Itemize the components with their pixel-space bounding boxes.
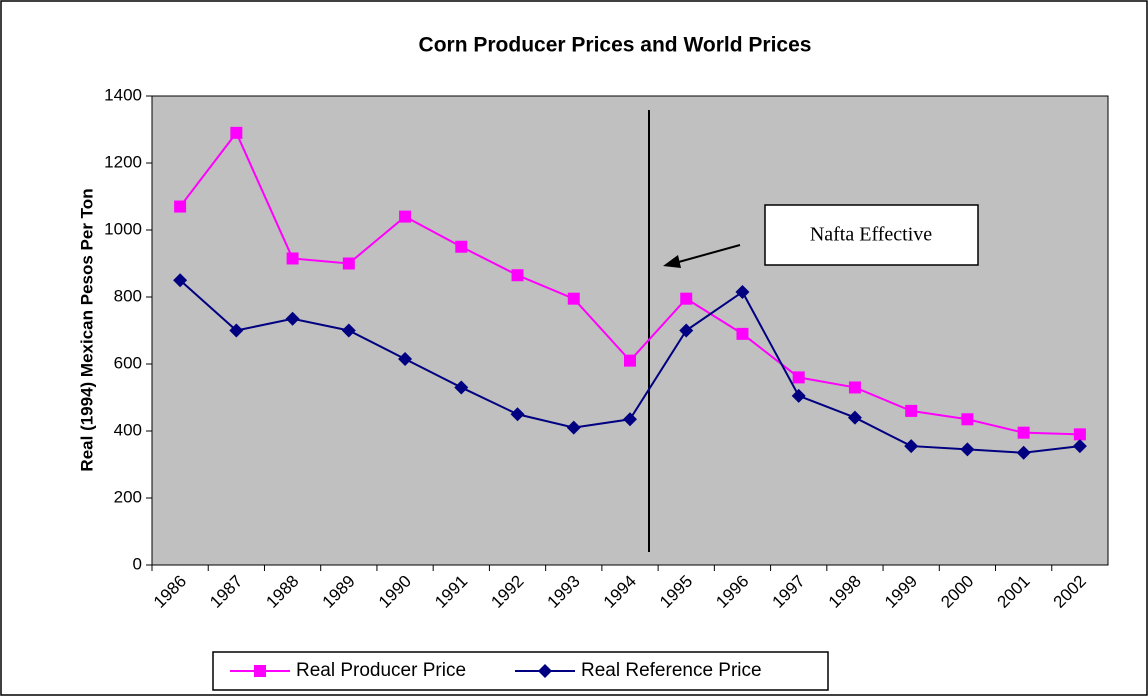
marker	[174, 200, 187, 213]
legend-label: Real Producer Price	[296, 660, 466, 681]
marker	[229, 323, 244, 338]
marker	[511, 269, 524, 282]
marker	[341, 323, 356, 338]
plot-area	[151, 95, 1109, 566]
y-tick-label: 0	[133, 554, 142, 573]
plot-background	[151, 95, 1109, 566]
marker	[286, 252, 299, 265]
marker	[567, 292, 580, 305]
marker	[679, 323, 694, 338]
marker	[624, 354, 636, 367]
annotation-arrow	[674, 244, 741, 264]
y-tick-label: 1000	[104, 219, 142, 238]
marker	[905, 404, 918, 417]
marker	[791, 388, 806, 403]
annotation-box	[764, 204, 979, 266]
marker	[455, 240, 468, 253]
annotation-text: Nafta Effective	[810, 224, 932, 246]
marker	[736, 327, 749, 340]
marker	[623, 412, 637, 427]
marker	[848, 381, 861, 394]
marker	[847, 410, 862, 425]
marker	[680, 292, 693, 305]
arrow-head	[663, 255, 681, 268]
legend-label: Real Reference Price	[581, 660, 762, 681]
marker	[735, 284, 750, 299]
marker	[342, 257, 355, 270]
marker	[399, 210, 412, 223]
marker	[454, 380, 469, 395]
y-tick-label: 200	[114, 487, 142, 506]
marker	[254, 665, 266, 677]
chart-title: Corn Producer Prices and World Prices	[419, 34, 812, 57]
y-tick-label: 600	[114, 353, 142, 372]
y-tick-label: 800	[114, 286, 142, 305]
marker	[961, 413, 974, 426]
y-tick-label: 1400	[104, 85, 142, 104]
marker	[230, 126, 243, 139]
marker	[285, 311, 300, 326]
marker	[1072, 439, 1087, 454]
y-tick-label: 400	[114, 420, 142, 439]
marker	[538, 664, 552, 678]
marker	[566, 420, 581, 435]
marker	[173, 273, 188, 288]
marker	[792, 371, 805, 384]
marker	[398, 351, 413, 366]
y-tick-label: 1200	[104, 152, 142, 171]
marker	[1073, 428, 1086, 441]
y-axis-label: Real (1994) Mexican Pesos Per Ton	[77, 188, 96, 471]
marker	[510, 407, 525, 422]
marker	[960, 442, 975, 457]
marker	[1016, 445, 1031, 460]
marker	[904, 439, 919, 454]
marker	[1017, 426, 1030, 439]
